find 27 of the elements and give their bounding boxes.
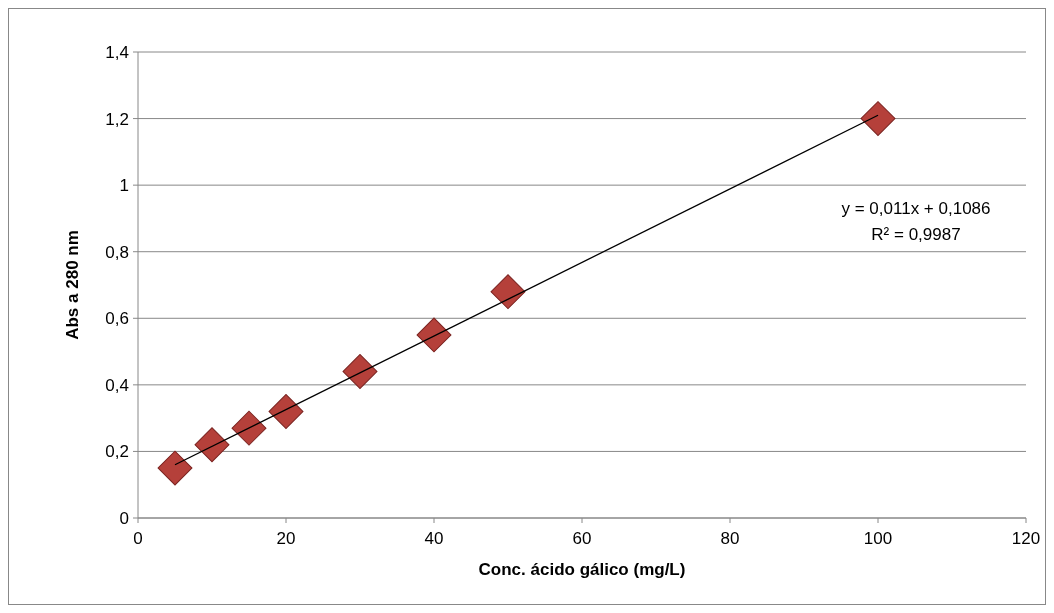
x-tick-label: 80 bbox=[720, 529, 740, 548]
y-tick-label: 0,8 bbox=[105, 242, 129, 262]
y-tick-label: 1,2 bbox=[105, 109, 129, 129]
point bbox=[490, 274, 526, 310]
x-tick-label: 0 bbox=[133, 529, 143, 548]
y-tick-label: 0,6 bbox=[105, 309, 129, 329]
point bbox=[231, 410, 267, 446]
x-tick-label: 120 bbox=[1011, 529, 1041, 548]
x-tick-label: 40 bbox=[424, 529, 444, 548]
x-tick-label: 20 bbox=[276, 529, 296, 548]
y-tick-label: 1 bbox=[119, 176, 129, 196]
x-axis-title: Conc. ácido gálico (mg/L) bbox=[478, 560, 686, 579]
y-tick-label: 0 bbox=[119, 508, 129, 528]
y-tick-label: 0,4 bbox=[105, 375, 129, 395]
x-tick-label: 100 bbox=[863, 529, 893, 548]
y-tick-label: 0,2 bbox=[105, 442, 129, 462]
y-axis-title: Abs a 280 nm bbox=[63, 230, 82, 340]
annotation: R² = 0,9987 bbox=[871, 225, 961, 244]
point bbox=[157, 450, 193, 486]
point bbox=[416, 317, 452, 353]
point bbox=[860, 101, 896, 137]
x-tick-label: 60 bbox=[572, 529, 592, 548]
y-tick-label: 1,4 bbox=[105, 42, 129, 62]
point bbox=[342, 354, 378, 390]
annotation: y = 0,011x + 0,1086 bbox=[841, 199, 991, 218]
point bbox=[194, 427, 230, 463]
point bbox=[268, 394, 304, 429]
